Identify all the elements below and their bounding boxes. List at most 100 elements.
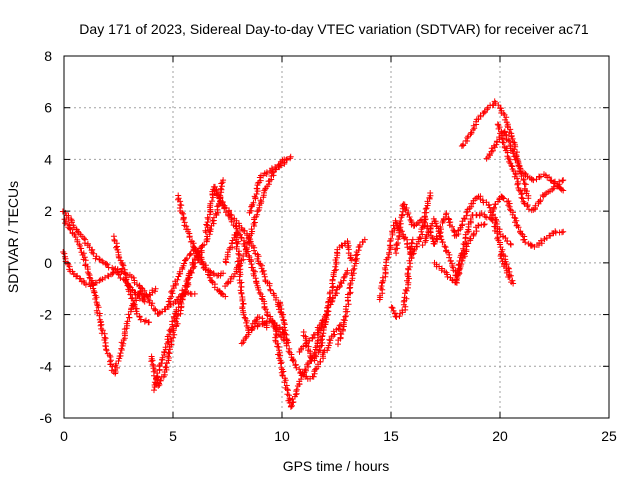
- data-point: [510, 280, 517, 287]
- series-s8: [175, 192, 229, 300]
- data-point: [120, 262, 127, 269]
- data-point: [109, 363, 116, 370]
- data-point: [68, 219, 75, 226]
- data-point: [441, 243, 448, 250]
- data-point: [250, 199, 257, 206]
- data-point: [522, 239, 529, 246]
- data-point: [394, 245, 401, 252]
- data-point: [546, 174, 553, 181]
- data-point: [261, 273, 268, 280]
- data-point: [347, 280, 354, 287]
- data-point: [388, 304, 395, 311]
- data-point: [261, 271, 268, 278]
- data-point: [237, 280, 243, 286]
- data-point: [521, 236, 528, 243]
- data-point: [520, 177, 527, 184]
- data-point: [405, 210, 412, 216]
- data-point: [401, 201, 408, 208]
- data-point: [208, 198, 215, 205]
- data-point: [522, 181, 529, 188]
- data-point: [230, 273, 237, 280]
- data-point: [245, 239, 252, 246]
- data-point: [268, 165, 275, 172]
- y-tick-label: -2: [40, 307, 53, 323]
- series-s18: [296, 267, 351, 355]
- data-point: [330, 283, 337, 290]
- data-point: [323, 311, 329, 318]
- data-point: [109, 270, 116, 277]
- data-point: [247, 207, 254, 214]
- data-point: [201, 241, 208, 248]
- data-point: [191, 290, 198, 297]
- data-point: [560, 187, 567, 194]
- data-point: [185, 272, 192, 279]
- data-point: [257, 177, 264, 184]
- data-point: [406, 214, 413, 220]
- data-point: [422, 206, 429, 212]
- data-point: [74, 228, 81, 235]
- data-point: [249, 264, 256, 271]
- data-point: [263, 324, 270, 331]
- series-s28: [489, 193, 567, 250]
- data-point: [398, 211, 405, 218]
- data-point: [307, 353, 314, 359]
- data-point: [459, 257, 466, 264]
- data-point: [187, 251, 193, 258]
- data-point: [216, 194, 223, 201]
- data-point: [515, 187, 522, 193]
- data-point: [393, 241, 400, 248]
- data-point: [342, 271, 349, 278]
- data-point: [489, 147, 496, 154]
- data-point: [204, 214, 211, 221]
- data-point: [206, 274, 213, 281]
- data-point: [256, 314, 263, 321]
- data-point: [96, 277, 103, 284]
- data-point: [342, 313, 349, 320]
- data-point: [518, 230, 525, 237]
- data-point: [104, 261, 111, 268]
- data-point: [333, 266, 340, 273]
- data-point: [340, 274, 347, 281]
- data-point: [287, 403, 294, 410]
- data-point: [408, 254, 415, 261]
- series-s16: [277, 299, 344, 382]
- data-point: [498, 255, 505, 262]
- data-point: [118, 345, 125, 352]
- data-point: [65, 214, 72, 221]
- series-s14: [238, 314, 270, 347]
- data-point: [388, 235, 395, 242]
- series-s10: [210, 183, 288, 344]
- data-point: [318, 342, 325, 349]
- series-s21: [388, 236, 416, 320]
- data-point: [266, 282, 273, 289]
- data-point: [62, 220, 69, 227]
- data-point: [281, 321, 288, 328]
- x-tick-label: 20: [492, 428, 508, 444]
- data-point: [237, 260, 244, 267]
- data-point: [396, 227, 403, 234]
- data-point: [507, 241, 514, 248]
- y-axis-label: SDTVAR / TECUs: [5, 181, 21, 293]
- data-point: [96, 312, 103, 319]
- data-point: [91, 289, 98, 296]
- data-point: [286, 392, 292, 399]
- data-point: [174, 276, 181, 283]
- data-point: [319, 317, 326, 324]
- data-point: [218, 290, 225, 297]
- x-tick-label: 5: [169, 428, 177, 444]
- series-s4: [110, 233, 152, 326]
- data-point: [331, 267, 338, 274]
- data-point: [253, 278, 259, 285]
- data-point: [157, 377, 164, 384]
- data-point: [314, 330, 321, 336]
- data-point: [408, 239, 415, 246]
- data-point: [432, 220, 439, 227]
- data-point: [152, 285, 159, 292]
- series-s7: [165, 244, 227, 308]
- y-tick-label: 4: [44, 151, 52, 167]
- y-tick-label: 0: [44, 255, 52, 271]
- data-point: [346, 285, 353, 292]
- data-point: [264, 312, 271, 319]
- data-point: [427, 190, 434, 196]
- data-point: [467, 235, 474, 242]
